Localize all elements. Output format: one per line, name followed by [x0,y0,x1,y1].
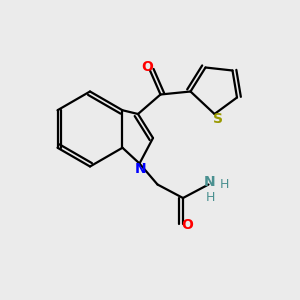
Text: H: H [219,178,229,191]
Text: O: O [182,218,194,232]
Text: H: H [205,190,215,204]
Text: N: N [135,162,147,176]
Text: O: O [141,60,153,74]
Text: N: N [204,175,216,189]
Text: S: S [212,112,223,126]
